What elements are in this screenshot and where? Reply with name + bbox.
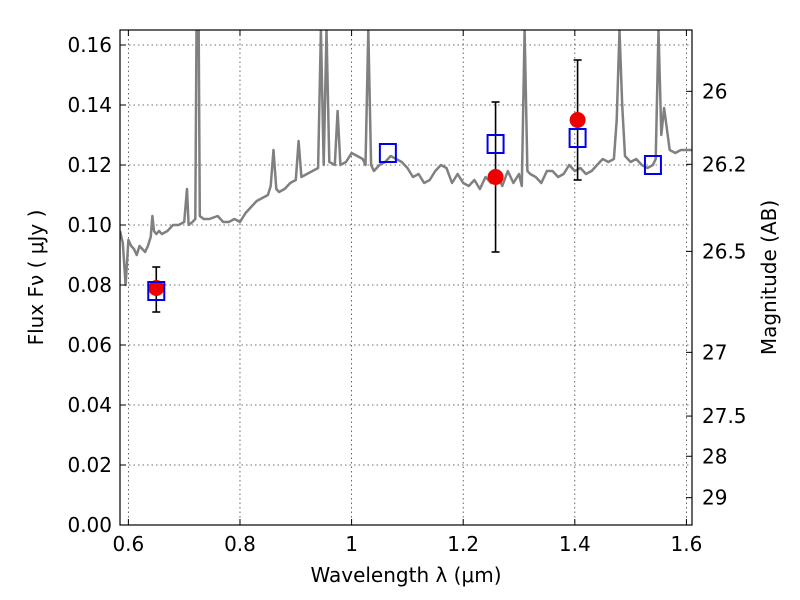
- y-tick-label: 0.16: [67, 33, 112, 57]
- y-tick-label: 0.14: [67, 93, 112, 117]
- y2-axis-title: Magnitude (AB): [757, 200, 781, 355]
- grid: [120, 30, 692, 526]
- y-tick-label: 0.12: [67, 153, 112, 177]
- y2-tick-label: 26.2: [702, 152, 747, 176]
- y-tick-label: 0.02: [67, 453, 112, 477]
- observed-point: [487, 169, 504, 185]
- y2-tick-label: 28: [702, 444, 727, 468]
- model-band-point: [147, 281, 166, 301]
- y2-tick-label: 27: [702, 340, 727, 364]
- observed-point: [148, 280, 165, 296]
- x-tick-label: 1.4: [559, 532, 591, 556]
- observed-points-layer: [148, 112, 586, 296]
- model-band-point: [378, 143, 397, 163]
- y-tick-label: 0.00: [67, 513, 112, 537]
- model-band-point: [643, 155, 662, 175]
- y2-tick-label: 26: [702, 79, 727, 103]
- x-tick-label: 1.6: [671, 532, 703, 556]
- y-tick-label: 0.10: [67, 213, 112, 237]
- model-band-point: [486, 134, 505, 154]
- model-band-point: [568, 128, 587, 148]
- x-axis-title: Wavelength λ (μm): [310, 563, 501, 587]
- x-tick-label: 0.6: [112, 532, 144, 556]
- y2-tick-label: 26.5: [702, 239, 747, 263]
- y2-tick-label: 29: [702, 486, 727, 510]
- ticks: 0.6 0.8 1 1.2 1.4 1.6 0.00 0.02 0.04 0.06 0.08 0.10…: [67, 30, 747, 556]
- y-tick-label: 0.06: [67, 333, 112, 357]
- y-tick-label: 0.04: [67, 393, 112, 417]
- observed-point: [569, 112, 586, 128]
- y-axis-title: Flux Fν ( μJy ): [24, 210, 48, 346]
- x-tick-label: 0.8: [224, 532, 256, 556]
- x-tick-label: 1: [345, 532, 358, 556]
- y-tick-label: 0.08: [67, 273, 112, 297]
- model-spectrum-layer: [120, 30, 692, 287]
- y2-tick-label: 27.5: [702, 404, 747, 428]
- x-tick-label: 1.2: [447, 532, 479, 556]
- plot-frame: [119, 29, 693, 526]
- model-spectrum-line: [120, 30, 692, 287]
- model-band-points-layer: [147, 128, 662, 301]
